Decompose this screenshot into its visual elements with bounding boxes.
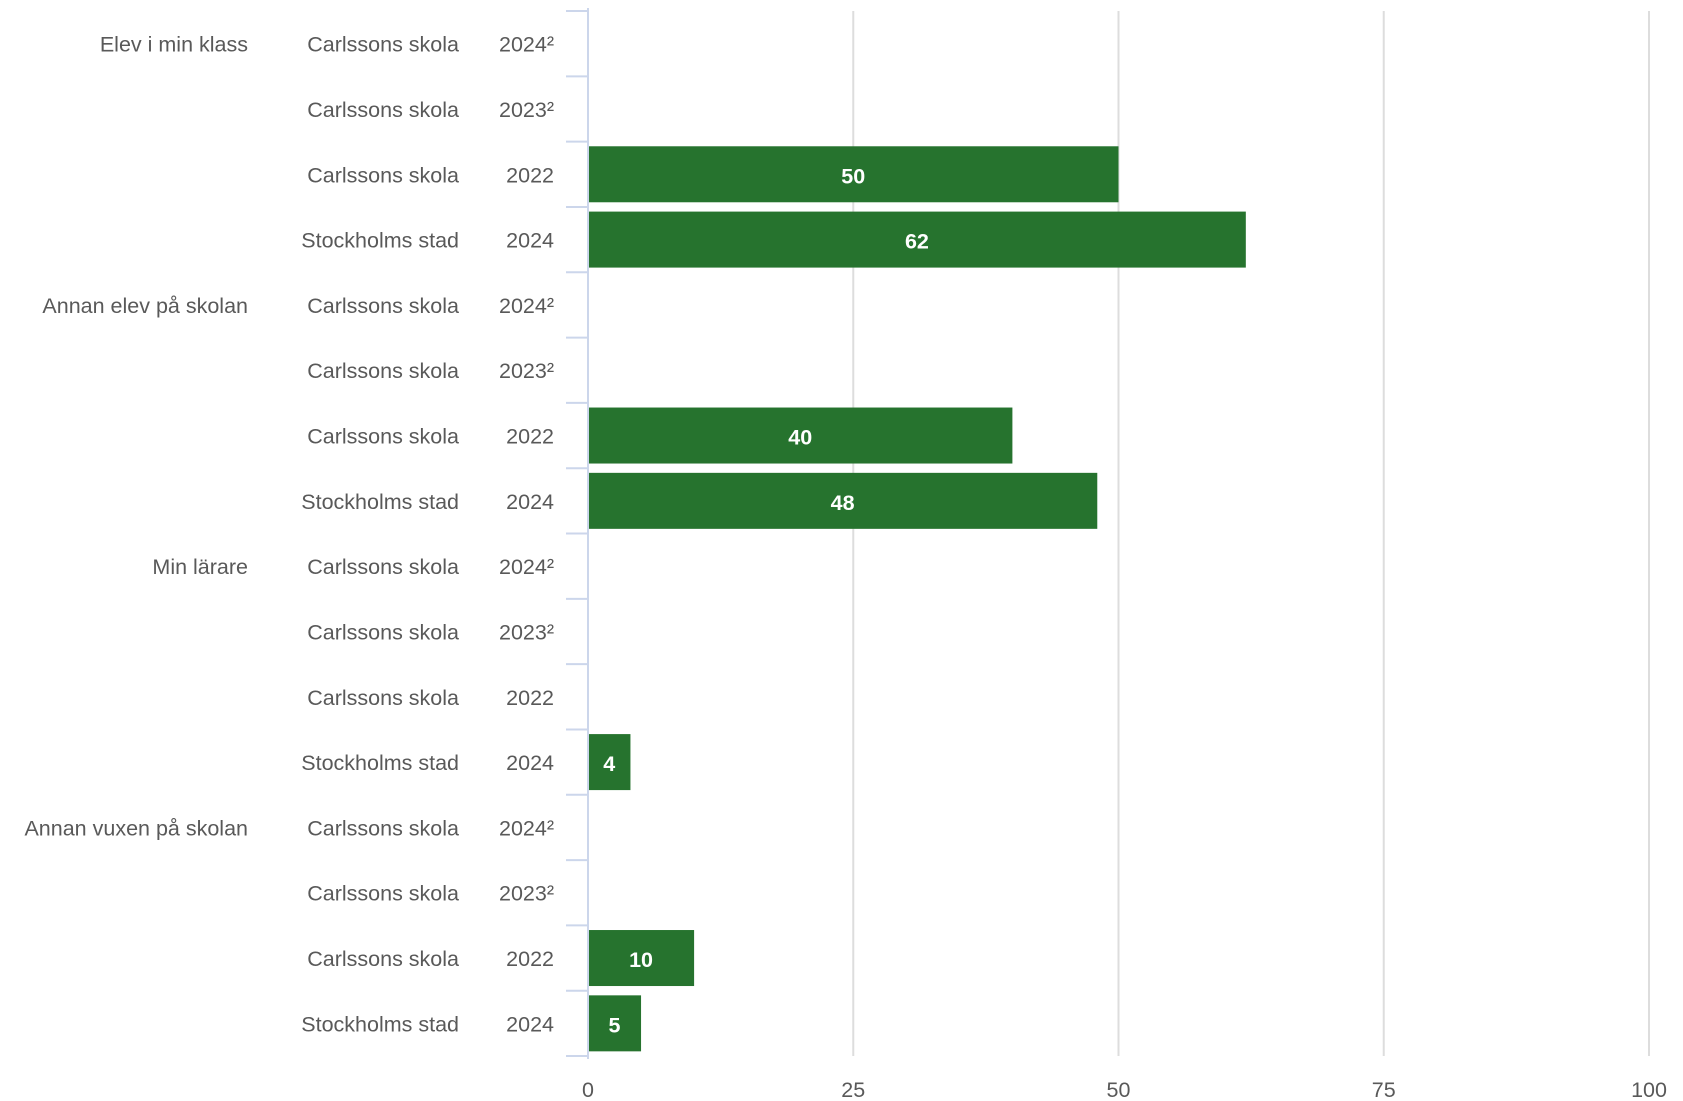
- year-label: 2024²: [499, 33, 554, 57]
- bar: [588, 407, 1013, 464]
- data-label: 62: [905, 230, 929, 254]
- group-label: Annan elev på skolan: [42, 294, 248, 318]
- unit-label: Carlssons skola: [307, 359, 459, 383]
- unit-label: Carlssons skola: [307, 294, 459, 318]
- x-tick-labels: 0 25 50 75 100: [582, 1078, 1667, 1101]
- unit-label: Stockholms stad: [301, 229, 459, 253]
- data-label: 40: [788, 426, 812, 450]
- unit-label: Carlssons skola: [307, 163, 459, 187]
- year-label: 2022: [506, 686, 554, 710]
- category-labels: Elev i min klass Carlssons skola 2024² Carl…: [24, 33, 554, 1037]
- bar: [588, 995, 642, 1052]
- unit-label: Carlssons skola: [307, 947, 459, 971]
- unit-label: Carlssons skola: [307, 33, 459, 57]
- year-label: 2024: [506, 229, 554, 253]
- group-label: Elev i min klass: [100, 33, 248, 57]
- year-label: 2023²: [499, 882, 554, 906]
- data-label: 48: [831, 491, 855, 515]
- x-tick-label: 25: [841, 1078, 865, 1101]
- year-label: 2023²: [499, 98, 554, 122]
- group-label: Min lärare: [152, 555, 248, 579]
- x-tick-label: 100: [1631, 1078, 1667, 1101]
- x-tick-label: 0: [582, 1078, 594, 1101]
- unit-label: Carlssons skola: [307, 555, 459, 579]
- year-label: 2022: [506, 163, 554, 187]
- bars: 50 62 40 48 4 10 5: [588, 146, 1246, 1052]
- unit-label: Stockholms stad: [301, 751, 459, 775]
- unit-label: Carlssons skola: [307, 425, 459, 449]
- unit-label: Carlssons skola: [307, 882, 459, 906]
- year-label: 2023²: [499, 620, 554, 644]
- unit-label: Stockholms stad: [301, 1012, 459, 1036]
- year-label: 2024²: [499, 816, 554, 840]
- unit-label: Carlssons skola: [307, 816, 459, 840]
- data-label: 4: [603, 752, 615, 776]
- x-tick-label: 50: [1107, 1078, 1131, 1101]
- unit-label: Carlssons skola: [307, 98, 459, 122]
- year-label: 2024: [506, 490, 554, 514]
- data-label: 10: [629, 948, 653, 972]
- group-label: Annan vuxen på skolan: [24, 816, 248, 840]
- bar: [588, 472, 1098, 529]
- bar: [588, 734, 631, 791]
- year-label: 2022: [506, 425, 554, 449]
- year-label: 2024²: [499, 555, 554, 579]
- unit-label: Stockholms stad: [301, 490, 459, 514]
- year-label: 2024²: [499, 294, 554, 318]
- category-axis: [566, 8, 589, 1059]
- bar: [588, 930, 695, 987]
- year-label: 2023²: [499, 359, 554, 383]
- bar: [588, 146, 1119, 203]
- year-label: 2024: [506, 751, 554, 775]
- unit-label: Carlssons skola: [307, 620, 459, 644]
- x-tick-label: 75: [1372, 1078, 1396, 1101]
- data-label: 50: [841, 164, 865, 188]
- year-label: 2024: [506, 1012, 554, 1036]
- year-label: 2022: [506, 947, 554, 971]
- bar: [588, 211, 1246, 268]
- unit-label: Carlssons skola: [307, 686, 459, 710]
- data-label: 5: [609, 1013, 621, 1037]
